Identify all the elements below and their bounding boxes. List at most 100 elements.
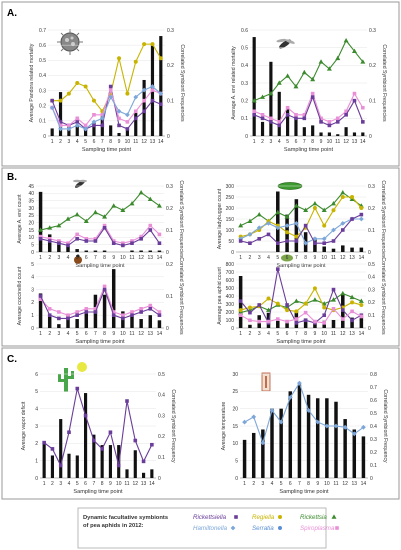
x-tick-label: 8: [103, 255, 106, 261]
series-point: [278, 419, 284, 425]
series-point: [116, 108, 122, 114]
x-tick-label: 14: [360, 139, 366, 145]
legend-marker: [230, 525, 236, 531]
series-point: [266, 221, 271, 226]
x-tick-label: 14: [149, 481, 155, 487]
y-tick-label: 4: [31, 275, 34, 281]
x-tick-label: 5: [276, 255, 279, 261]
bar: [139, 319, 143, 328]
series-point: [238, 223, 244, 228]
legend-label: Rickettsiella: [193, 514, 227, 521]
bar: [159, 36, 163, 136]
series-point: [93, 239, 98, 243]
bar: [352, 429, 357, 478]
series-point: [303, 207, 309, 212]
series-point: [111, 241, 116, 245]
bar: [92, 434, 96, 478]
series-point: [57, 310, 61, 314]
bar: [57, 324, 61, 328]
x-tick-label: 4: [271, 481, 274, 487]
series-point: [294, 234, 299, 239]
series-point: [157, 313, 162, 317]
y-tick-label: 0.4: [241, 63, 248, 69]
bar: [331, 248, 336, 252]
series-point: [130, 310, 134, 314]
bar: [102, 294, 107, 328]
series-point: [125, 399, 129, 403]
series-point: [117, 123, 121, 128]
series-point: [293, 298, 299, 303]
series-line: [43, 388, 153, 468]
y-tick-label: 5: [31, 262, 34, 268]
series-point: [275, 225, 281, 231]
series-point: [352, 91, 357, 96]
series-point: [133, 109, 138, 114]
series-point: [83, 84, 88, 89]
y-tick-label: 20: [232, 406, 238, 412]
series-point: [275, 209, 281, 215]
y-tick-label: 25: [232, 389, 238, 395]
y2-tick-label: 0: [166, 326, 169, 332]
x-tick-label: 2: [51, 481, 54, 487]
x-tick-label: 4: [267, 255, 270, 261]
series-point: [344, 109, 348, 114]
series-point: [38, 227, 44, 232]
series-point: [285, 113, 290, 117]
series-point: [75, 313, 79, 317]
y2-tick-label: 0.2: [167, 63, 174, 69]
series-point: [93, 310, 98, 314]
series-point: [91, 98, 96, 103]
series-point: [50, 98, 54, 103]
x-tick-label: 6: [84, 481, 87, 487]
series-point: [66, 313, 70, 317]
series-point: [284, 214, 290, 219]
series-point: [269, 116, 273, 121]
x-tick-label: 11: [335, 139, 340, 145]
series-point: [285, 230, 290, 235]
x-tick-label: 5: [76, 331, 79, 337]
series-point: [100, 113, 105, 117]
x-tick-label: 13: [349, 255, 355, 261]
x-tick-label: 12: [340, 255, 346, 261]
x-tick-label: 7: [295, 331, 298, 337]
bar: [325, 398, 329, 478]
series-point: [58, 463, 63, 468]
series-point: [350, 318, 354, 323]
y-tick-label: 250: [226, 195, 235, 201]
bar: [67, 453, 71, 478]
series-point: [359, 212, 364, 217]
x-tick-label: 5: [76, 255, 79, 261]
series-point: [260, 440, 266, 446]
y-tick-label: 100: [226, 318, 235, 324]
series-point: [358, 298, 364, 303]
x-tick-label: 9: [314, 255, 317, 261]
x-tick-label: 3: [57, 255, 60, 261]
y2-tick-label: 0: [158, 476, 161, 482]
y-tick-label: 500: [226, 286, 235, 292]
panel-frame-a: [1, 1, 400, 167]
series-point: [121, 241, 125, 245]
x-tick-label: 10: [120, 255, 126, 261]
series-point: [260, 94, 266, 99]
y-tick-label: 5: [31, 242, 34, 248]
series-point: [83, 413, 88, 418]
series-point: [238, 299, 243, 303]
x-axis-title: Sampling time point: [276, 339, 326, 345]
y-axis-title: Average coccinellid count: [17, 266, 23, 325]
y2-tick-label: 0.1: [370, 463, 377, 469]
series-point: [294, 309, 299, 314]
x-tick-label: 2: [59, 139, 62, 145]
x-tick-label: 10: [321, 331, 327, 337]
series-point: [58, 98, 63, 103]
x-tick-label: 10: [120, 331, 126, 337]
series-point: [275, 241, 280, 245]
series-point: [303, 301, 308, 306]
series-point: [297, 380, 302, 386]
y2-tick-label: 0.2: [166, 262, 173, 268]
bar: [276, 320, 280, 328]
x-tick-label: 12: [141, 139, 147, 145]
x-tick-label: 1: [43, 481, 46, 487]
series-point: [285, 239, 289, 243]
x-tick-label: 3: [59, 481, 62, 487]
